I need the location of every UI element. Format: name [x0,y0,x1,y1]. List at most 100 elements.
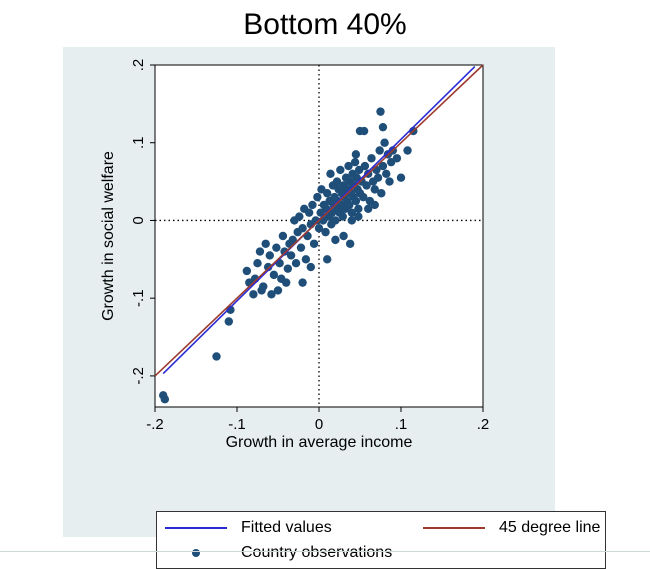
country-observation-point [332,177,342,186]
country-observation-point [351,196,361,206]
y-tick-label: 0 [130,216,147,224]
legend-item-observations: Country observations [165,544,392,562]
country-observation-point [403,146,412,155]
country-observation-point [345,200,354,210]
country-observation-point [314,224,324,233]
country-observation-point [309,239,319,248]
legend-label-observations: Country observations [241,544,393,561]
country-observation-point [373,173,383,182]
country-observation-point [255,247,265,256]
country-observation-point [308,200,317,210]
country-observation-point [378,122,388,132]
country-observation-point [323,255,332,264]
country-observation-point [362,181,371,190]
country-observation-point [351,150,361,159]
country-observation-point [382,169,391,179]
country-observation-point [296,243,306,252]
legend-swatch-observations [192,549,200,557]
country-observation-point [242,266,252,276]
country-observation-point [288,235,297,245]
country-observation-point [286,251,296,260]
country-observation-point [364,204,373,213]
country-observation-point [347,208,356,217]
country-observation-point [313,192,322,202]
legend-swatch-fitted [165,527,227,529]
country-observation-point [354,212,363,221]
x-tick-label: .2 [477,416,490,433]
country-observation-point [298,224,307,233]
legend-swatch-45-degree [423,527,485,529]
country-observation-point [306,262,315,272]
country-observation-point [249,290,258,299]
country-observation-point [370,185,379,194]
country-observation-point [338,212,347,221]
country-observation-point [392,154,402,163]
chart-panel: -.2 -.1 0 .1 .2 -.2 -.1 0 .1 .2 Growth in average … [63,47,606,569]
country-observation-point [269,270,279,280]
country-observation-point [331,216,340,225]
country-observation-point [344,161,353,171]
x-tick-label: -.1 [228,416,246,433]
x-axis-label: Growth in average income [226,434,413,451]
country-observation-point [160,395,170,404]
legend-label-45-degree: 45 degree line [499,519,601,536]
y-axis-label: Growth in social welfare [100,151,117,321]
country-observation-point [385,177,394,186]
country-observation-point [370,200,379,210]
country-observation-point [280,247,289,256]
country-observation-point [301,255,311,264]
country-observation-point [323,189,332,198]
country-observation-point [354,204,363,213]
country-observation-point [253,259,262,268]
country-observation-point [396,173,406,182]
country-observation-point [377,189,386,198]
country-observation-point [331,235,340,245]
country-observation-point [326,169,335,179]
country-observation-point [339,231,348,241]
country-observation-point [376,107,385,116]
country-observation-point [212,352,221,361]
y-tick-label: .2 [130,59,147,72]
chart-legend: Fitted values 45 degree line Country obs… [156,511,606,569]
country-observation-point [359,126,369,136]
country-observation-point [360,161,370,171]
x-tick-label: .1 [395,416,408,433]
country-observation-point [259,282,268,291]
country-observation-point [291,259,301,268]
country-observation-point [282,278,291,287]
country-observation-point [350,157,360,167]
country-observation-point [278,231,288,241]
x-tick-label: -.2 [146,416,164,433]
country-observation-point [375,146,384,155]
country-observation-point [367,154,376,163]
country-observation-point [345,239,355,248]
bottom-divider [0,551,650,552]
country-observation-point [347,216,356,225]
legend-item-fitted: Fitted values [165,519,332,537]
x-tick-label: 0 [315,416,323,433]
country-observation-point [267,290,276,299]
country-observation-point [283,264,293,273]
country-observation-point [273,286,283,295]
country-observation-point [272,243,281,252]
country-observation-point [298,278,307,287]
y-tick-label: -.1 [130,289,147,307]
country-observation-point [226,305,235,315]
legend-item-45-degree: 45 degree line [423,519,600,537]
country-observation-point [336,165,345,175]
country-observation-point [304,208,314,217]
country-observation-point [295,212,304,221]
country-observation-point [359,192,368,202]
country-observation-point [378,161,388,171]
chart-title: Bottom 40% [243,8,407,41]
country-observation-point [321,227,330,237]
country-observation-point [224,317,233,326]
y-tick-label: .1 [130,136,147,149]
country-observation-point [261,239,270,248]
legend-label-fitted: Fitted values [241,519,332,536]
forty-five-degree-line [154,64,484,377]
country-observation-point [380,138,389,147]
country-observation-point [265,251,274,260]
y-tick-label: -.2 [130,367,147,385]
scatter-plot: -.2 -.1 0 .1 .2 -.2 -.1 0 .1 .2 Growth in average … [100,59,490,451]
